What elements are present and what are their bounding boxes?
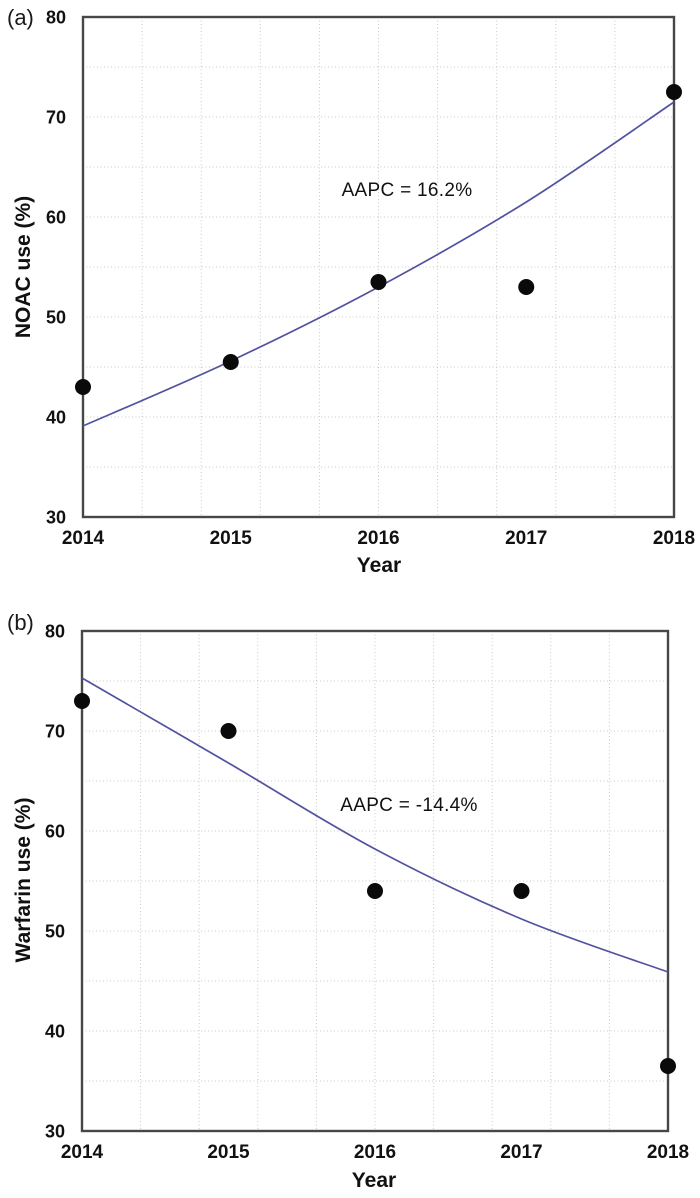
x-tick-label: 2014 (62, 528, 105, 549)
y-tick-label: 50 (45, 921, 65, 941)
panel-b-label: (b) (7, 610, 34, 635)
y-tick-label: 70 (45, 721, 65, 741)
x-tick-label: 2016 (354, 1142, 396, 1163)
data-point (370, 274, 387, 290)
panel-a-label: (a) (7, 5, 34, 30)
x-tick-label: 2015 (207, 1142, 250, 1163)
data-point (367, 883, 383, 899)
panel-b-x-axis-title: Year (351, 1169, 397, 1192)
y-tick-label: 60 (46, 207, 66, 227)
y-tick-label: 40 (45, 1021, 65, 1041)
data-point (518, 279, 535, 295)
y-tick-label: 30 (46, 507, 66, 527)
trend-line (81, 677, 669, 973)
y-tick-label: 80 (45, 621, 65, 641)
data-point (666, 84, 682, 100)
data-point (513, 883, 530, 899)
panel-a-y-axis-title: NOAC use (%) (12, 195, 35, 339)
x-tick-label: 2017 (500, 1142, 542, 1163)
panel-b-aapc-annotation: AAPC = -14.4% (340, 795, 478, 816)
y-tick-label: 30 (45, 1121, 65, 1141)
data-point (75, 379, 91, 395)
x-tick-label: 2014 (61, 1142, 104, 1163)
panel-b-y-axis-title: Warfarin use (%) (12, 797, 35, 963)
data-point (74, 693, 90, 709)
x-tick-label: 2017 (505, 528, 547, 549)
panel-a-x-axis-title: Year (356, 554, 402, 577)
x-tick-label: 2016 (357, 528, 399, 549)
y-tick-label: 40 (46, 407, 66, 427)
plot-border (80, 629, 670, 1133)
plot-border (81, 15, 676, 519)
y-tick-label: 60 (45, 821, 65, 841)
y-tick-label: 50 (46, 307, 66, 327)
x-tick-label: 2018 (647, 1142, 689, 1163)
data-point (220, 723, 237, 739)
y-tick-label: 80 (46, 7, 66, 27)
x-tick-label: 2018 (653, 528, 695, 549)
panel-a-aapc-annotation: AAPC = 16.2% (341, 180, 473, 201)
x-tick-label: 2015 (210, 528, 253, 549)
y-tick-label: 70 (46, 107, 66, 127)
data-point (660, 1058, 676, 1074)
data-point (222, 354, 239, 370)
